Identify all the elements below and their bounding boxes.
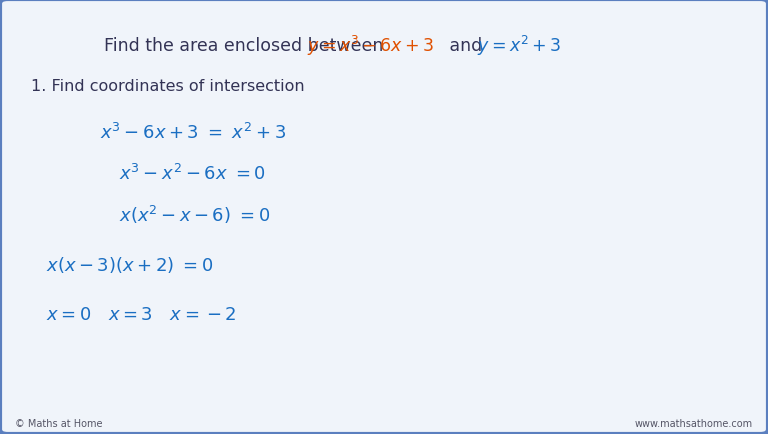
Text: at: at xyxy=(28,44,34,49)
Text: $y = x^2 + 3$: $y = x^2 + 3$ xyxy=(477,33,561,58)
Text: 3: 3 xyxy=(681,389,691,404)
Text: −2: −2 xyxy=(432,389,454,404)
Text: MATHS: MATHS xyxy=(19,31,61,41)
Text: $x(x^2 - x - 6) \ = 0$: $x(x^2 - x - 6) \ = 0$ xyxy=(119,204,270,226)
Text: $x^3 - 6x + 3 \ = \ x^2 + 3$: $x^3 - 6x + 3 \ = \ x^2 + 3$ xyxy=(100,122,286,142)
Text: $x(x-3)(x+2) \ = 0$: $x(x-3)(x+2) \ = 0$ xyxy=(46,255,214,275)
Text: $x^3 - x^2 - 6x \ = 0$: $x^3 - x^2 - 6x \ = 0$ xyxy=(119,164,266,184)
Text: $y = x^3 - 6x + 3$: $y = x^3 - 6x + 3$ xyxy=(307,33,434,58)
Text: and: and xyxy=(444,36,488,55)
Text: © Maths at Home: © Maths at Home xyxy=(15,418,103,428)
Text: 0: 0 xyxy=(535,389,545,404)
Text: 1. Find coordinates of intersection: 1. Find coordinates of intersection xyxy=(31,79,304,94)
Text: Find the area enclosed between: Find the area enclosed between xyxy=(104,36,389,55)
Text: home: home xyxy=(29,42,51,51)
Text: $x = 0 \quad x = 3 \quad x = -2$: $x = 0 \quad x = 3 \quad x = -2$ xyxy=(46,306,237,324)
Text: www.mathsathome.com: www.mathsathome.com xyxy=(634,418,753,428)
Circle shape xyxy=(5,9,75,65)
